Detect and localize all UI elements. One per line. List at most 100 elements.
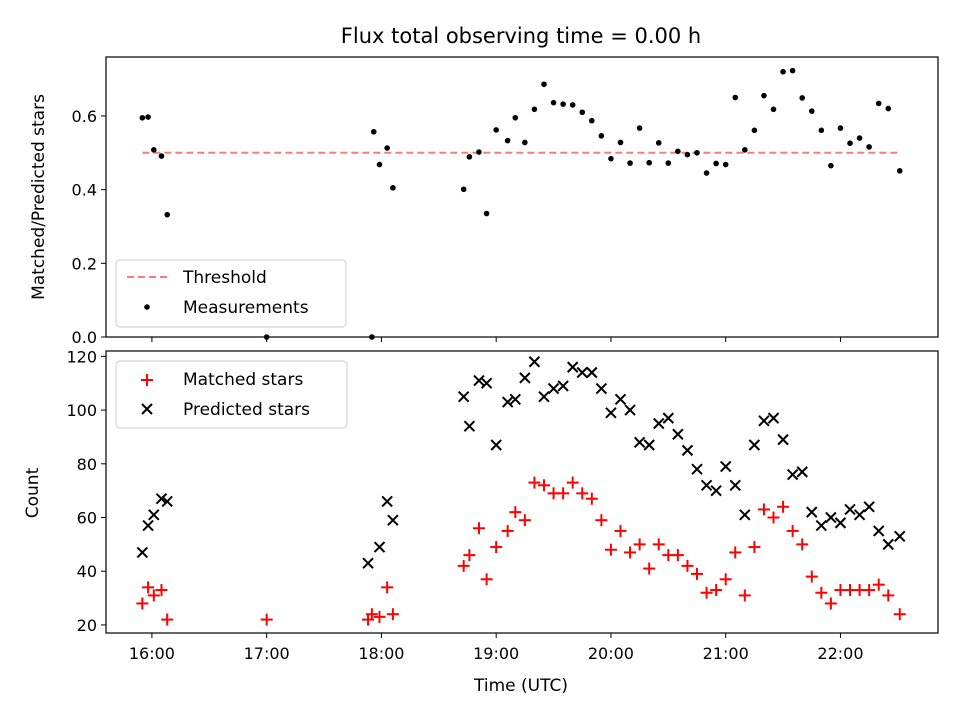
matched-star-point [457, 559, 470, 572]
legend-measurements-label: Measurements [183, 298, 309, 318]
matched-star-point [585, 492, 598, 505]
count-panel: Count Time (UTC) 20 40 60 80 100 120 16:00 17:… [23, 347, 939, 696]
bottom-x-tick-label: 20:00 [588, 644, 634, 663]
matched-star-point [509, 506, 522, 519]
top-legend: Threshold Measurements [115, 259, 347, 328]
predicted-star-point [463, 420, 476, 432]
measurement-point [828, 162, 834, 169]
matched-star-point [652, 538, 665, 551]
predicted-star-point [777, 433, 789, 446]
predicted-star-point [614, 393, 627, 406]
bottom-y-tick-label: 60 [77, 509, 97, 528]
predicted-star-point [501, 396, 514, 408]
matched-star-point [633, 538, 646, 551]
measurement-point [722, 161, 729, 168]
legend-threshold-label: Threshold [182, 268, 267, 288]
matched-star-point [365, 608, 378, 621]
measurement-point [139, 114, 146, 121]
predicted-star-point [729, 479, 741, 491]
matched-star-point [824, 597, 837, 610]
predicted-star-point [710, 484, 722, 497]
predicted-star-point [825, 511, 837, 524]
predicted-star-point [457, 390, 470, 403]
predicted-star-point [161, 495, 173, 508]
measurement-point [569, 102, 576, 108]
predicted-star-point [834, 517, 847, 529]
predicted-star-point [480, 377, 493, 389]
legend-matched-label: Matched stars [183, 370, 303, 390]
matched-star-point [557, 487, 570, 500]
predicted-star-point [873, 525, 885, 537]
matched-star-point [155, 584, 168, 597]
predicted-star-point [786, 468, 799, 481]
matched-star-point [576, 487, 589, 500]
top-y-tick-label: 0.4 [72, 181, 97, 200]
measurement-point [665, 160, 672, 166]
matched-star-point [710, 584, 723, 597]
predicted-star-point [700, 479, 713, 491]
measurement-point [541, 81, 547, 88]
measurement-point [703, 170, 710, 176]
predicted-star-point [681, 444, 694, 457]
matched-star-point [136, 597, 149, 610]
predicted-star-point [547, 382, 560, 395]
matched-star-point [614, 524, 627, 537]
predicted-star-point [853, 509, 866, 521]
predicted-star-point [595, 382, 608, 395]
predicted-star-point [142, 519, 154, 532]
matched-star-point [729, 546, 742, 559]
measurement-point [761, 92, 767, 99]
predicted-star-point [748, 439, 761, 451]
matched-star-point [260, 613, 273, 626]
measurement-point [694, 149, 700, 156]
matched-star-point [624, 546, 637, 559]
predicted-star-point [538, 390, 550, 403]
matched-star-point [777, 500, 790, 513]
predicted-star-point [528, 356, 541, 368]
matched-star-point [595, 514, 608, 527]
predicted-star-point [758, 415, 770, 427]
matched-star-point [643, 562, 656, 575]
chart-title: Flux total observing time = 0.00 h [341, 24, 701, 48]
predicted-star-point [643, 439, 655, 451]
measurement-point [145, 114, 151, 120]
bottom-y-tick-label: 100 [66, 401, 97, 420]
matched-star-point [463, 549, 476, 562]
matched-star-point [681, 559, 694, 572]
predicted-star-point [739, 509, 751, 521]
top-plot-frame [105, 56, 939, 338]
measurement-point [460, 186, 467, 193]
predicted-star-point [557, 380, 569, 392]
predicted-star-point [576, 366, 588, 379]
matched-star-point [373, 610, 386, 623]
measurement-point [789, 67, 796, 74]
measurement-point [476, 149, 482, 155]
measurement-points [139, 67, 903, 340]
predicted-star-point [796, 466, 808, 478]
x-axis-label: Time (UTC) [473, 676, 568, 696]
measurement-point [856, 135, 863, 141]
predicted-star-point [653, 417, 665, 430]
top-y-axis-label: Matched/Predicted stars [29, 94, 49, 300]
measurement-point [684, 151, 691, 158]
bottom-y-ticks: 20 40 60 80 100 120 [66, 347, 106, 635]
measurement-point [466, 154, 473, 160]
measurement-point [885, 105, 892, 112]
predicted-star-point [373, 541, 386, 553]
matched-star-point [386, 608, 399, 621]
measurement-point [370, 128, 377, 135]
bottom-x-tick-label: 17:00 [244, 644, 290, 663]
measurement-point [390, 184, 396, 191]
matched-star-point [518, 514, 531, 527]
measurement-point [483, 210, 490, 217]
matched-star-point [719, 573, 732, 586]
matched-star-point [882, 589, 895, 602]
count-points [136, 356, 906, 626]
matched-star-point [490, 541, 503, 554]
matched-star-point [472, 522, 485, 535]
bottom-x-tick-label: 16:00 [129, 644, 175, 663]
top-y-tick-label: 0.2 [72, 254, 97, 273]
matched-star-point [691, 567, 704, 580]
